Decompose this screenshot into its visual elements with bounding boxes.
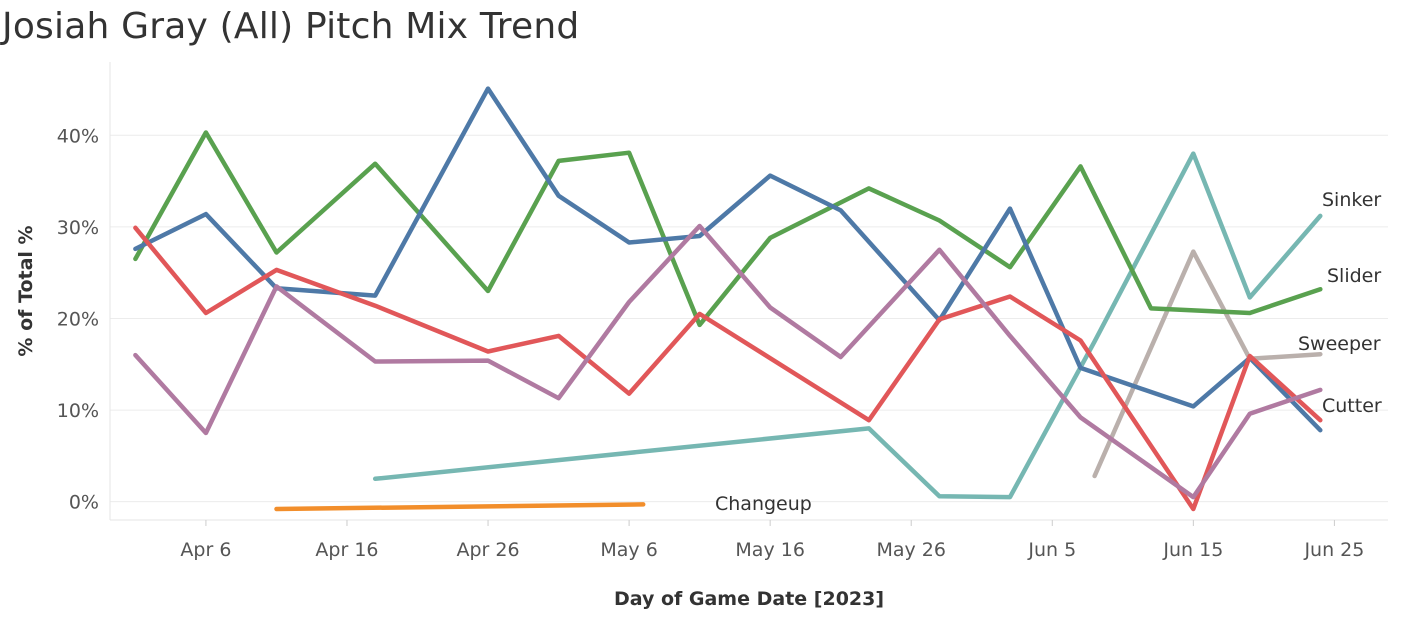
y-tick-label: 0% xyxy=(69,492,99,514)
series-label-slider: Slider xyxy=(1327,265,1381,287)
y-axis-title: % of Total % xyxy=(15,225,37,356)
series-label-sweeper: Sweeper xyxy=(1298,333,1381,355)
y-tick-label: 20% xyxy=(57,308,99,330)
x-tick-label: Apr 6 xyxy=(180,539,231,561)
series-line-curveball xyxy=(133,225,1323,512)
y-tick-label: 40% xyxy=(57,125,99,147)
x-tick-label: Apr 26 xyxy=(456,539,519,561)
x-tick-label: Apr 16 xyxy=(315,539,378,561)
x-tick-label: Jun 25 xyxy=(1303,539,1364,561)
series-label-cutter: Cutter xyxy=(1322,395,1382,417)
series-line-slider xyxy=(133,130,1323,328)
y-tick-label: 30% xyxy=(57,217,99,239)
x-tick-label: May 26 xyxy=(876,539,946,561)
y-tick-label: 10% xyxy=(57,400,99,422)
series-line-changeup xyxy=(274,502,646,512)
x-axis-title: Day of Game Date [2023] xyxy=(614,588,884,610)
series-label-sinker: Sinker xyxy=(1322,189,1381,211)
chart-title: Josiah Gray (All) Pitch Mix Trend xyxy=(2,6,580,47)
series-line-sinker xyxy=(372,151,1323,500)
series-line-cutter xyxy=(133,223,1323,500)
x-tick-label: May 16 xyxy=(735,539,805,561)
series-line-fastball xyxy=(133,86,1323,433)
x-tick-label: Jun 5 xyxy=(1027,539,1076,561)
series-label-changeup: Changeup xyxy=(715,493,812,515)
series-line-sweeper xyxy=(1092,249,1323,479)
x-tick-label: Jun 15 xyxy=(1162,539,1223,561)
x-tick-label: May 6 xyxy=(600,539,657,561)
